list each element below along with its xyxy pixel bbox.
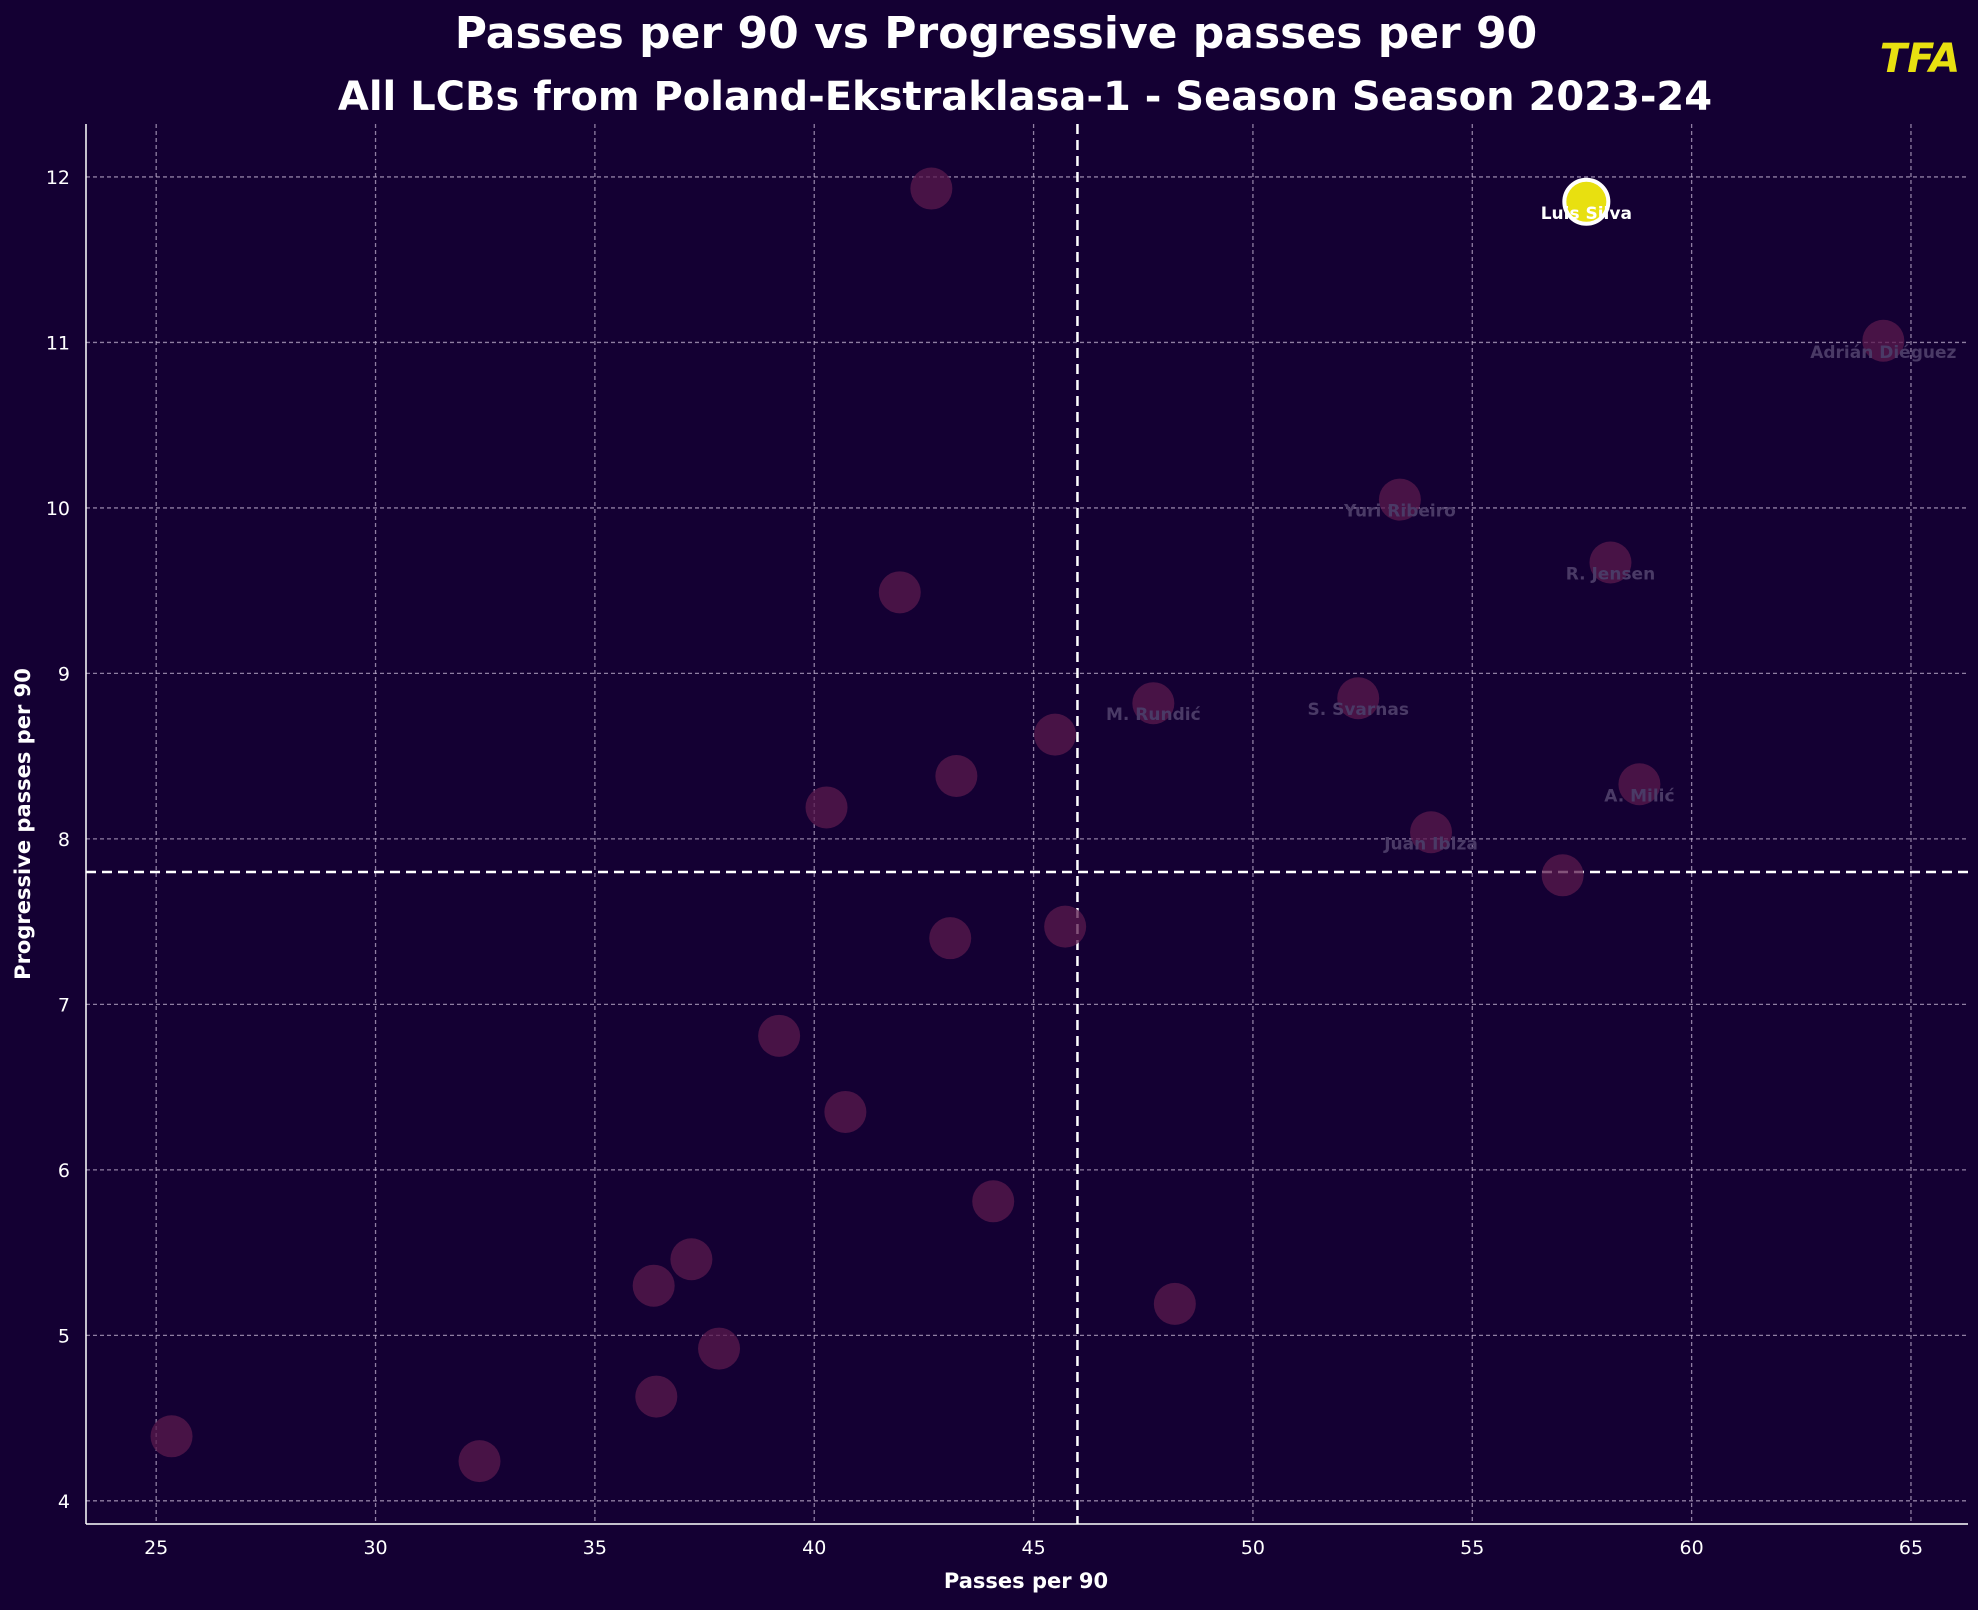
x-tick-label: 45: [1021, 1537, 1045, 1559]
data-point: [670, 1238, 713, 1281]
data-point: [458, 1440, 501, 1483]
data-point: [878, 571, 921, 614]
y-tick-label: 9: [58, 663, 70, 685]
x-tick-label: 40: [802, 1537, 826, 1559]
x-tick-label: 50: [1241, 1537, 1265, 1559]
point-label: R. Jensen: [1566, 565, 1656, 585]
data-point: [1153, 1282, 1196, 1325]
data-point: [635, 1375, 678, 1418]
chart-title: Passes per 90 vs Progressive passes per …: [455, 8, 1538, 59]
x-tick-label: 60: [1680, 1537, 1704, 1559]
data-point: [632, 1264, 675, 1307]
data-point: [910, 167, 953, 210]
point-label: Juan Ibiza: [1383, 834, 1478, 854]
data-point: [929, 917, 972, 960]
data-point: [805, 786, 848, 829]
y-tick-label: 11: [46, 332, 70, 354]
x-tick-label: 55: [1460, 1537, 1484, 1559]
y-tick-label: 5: [58, 1325, 70, 1347]
data-point: [935, 755, 978, 798]
data-point: [1541, 854, 1584, 897]
grid: [86, 124, 1968, 1524]
highlight-point: [1562, 177, 1611, 226]
point-label: M. Rundić: [1106, 705, 1201, 725]
data-point: [150, 1415, 193, 1458]
data-point: [1034, 713, 1077, 756]
x-tick-label: 25: [144, 1537, 168, 1559]
tfa-logo: TFA: [1880, 36, 1960, 82]
points: Luis Silva Adrián Diéguez Yuri Ribeiro R. J…: [150, 167, 1957, 1483]
y-tick-label: 4: [58, 1491, 70, 1513]
data-point: [1337, 677, 1380, 720]
data-point: [698, 1327, 741, 1370]
data-point: [1589, 541, 1632, 584]
point-label: Adrián Diéguez: [1810, 343, 1956, 363]
y-tick-label: 6: [58, 1160, 70, 1182]
y-tick-label: 7: [58, 994, 70, 1016]
y-tick-label: 12: [46, 167, 70, 189]
y-tick-label: 10: [46, 498, 70, 520]
data-point: [1862, 319, 1905, 362]
data-point: [1044, 905, 1087, 948]
chart-subtitle: All LCBs from Poland-Ekstraklasa-1 - Sea…: [338, 74, 1712, 120]
data-point: [1132, 682, 1175, 725]
x-axis-label: Passes per 90: [944, 1569, 1108, 1593]
data-point: [1618, 763, 1661, 806]
data-point: [824, 1090, 867, 1133]
x-tick-label: 65: [1899, 1537, 1923, 1559]
point-label: Luis Silva: [1541, 204, 1632, 224]
data-point: [1410, 811, 1453, 854]
y-tick-label: 8: [58, 829, 70, 851]
point-label: Yuri Ribeiro: [1343, 502, 1456, 522]
data-point: [758, 1014, 801, 1057]
data-point: [1378, 478, 1421, 521]
point-label: S. Svarnas: [1307, 700, 1409, 720]
y-axis-label: Progressive passes per 90: [11, 668, 35, 980]
x-tick-label: 30: [363, 1537, 387, 1559]
data-point: [972, 1180, 1015, 1223]
point-label: A. Milić: [1604, 786, 1674, 806]
x-tick-label: 35: [583, 1537, 607, 1559]
